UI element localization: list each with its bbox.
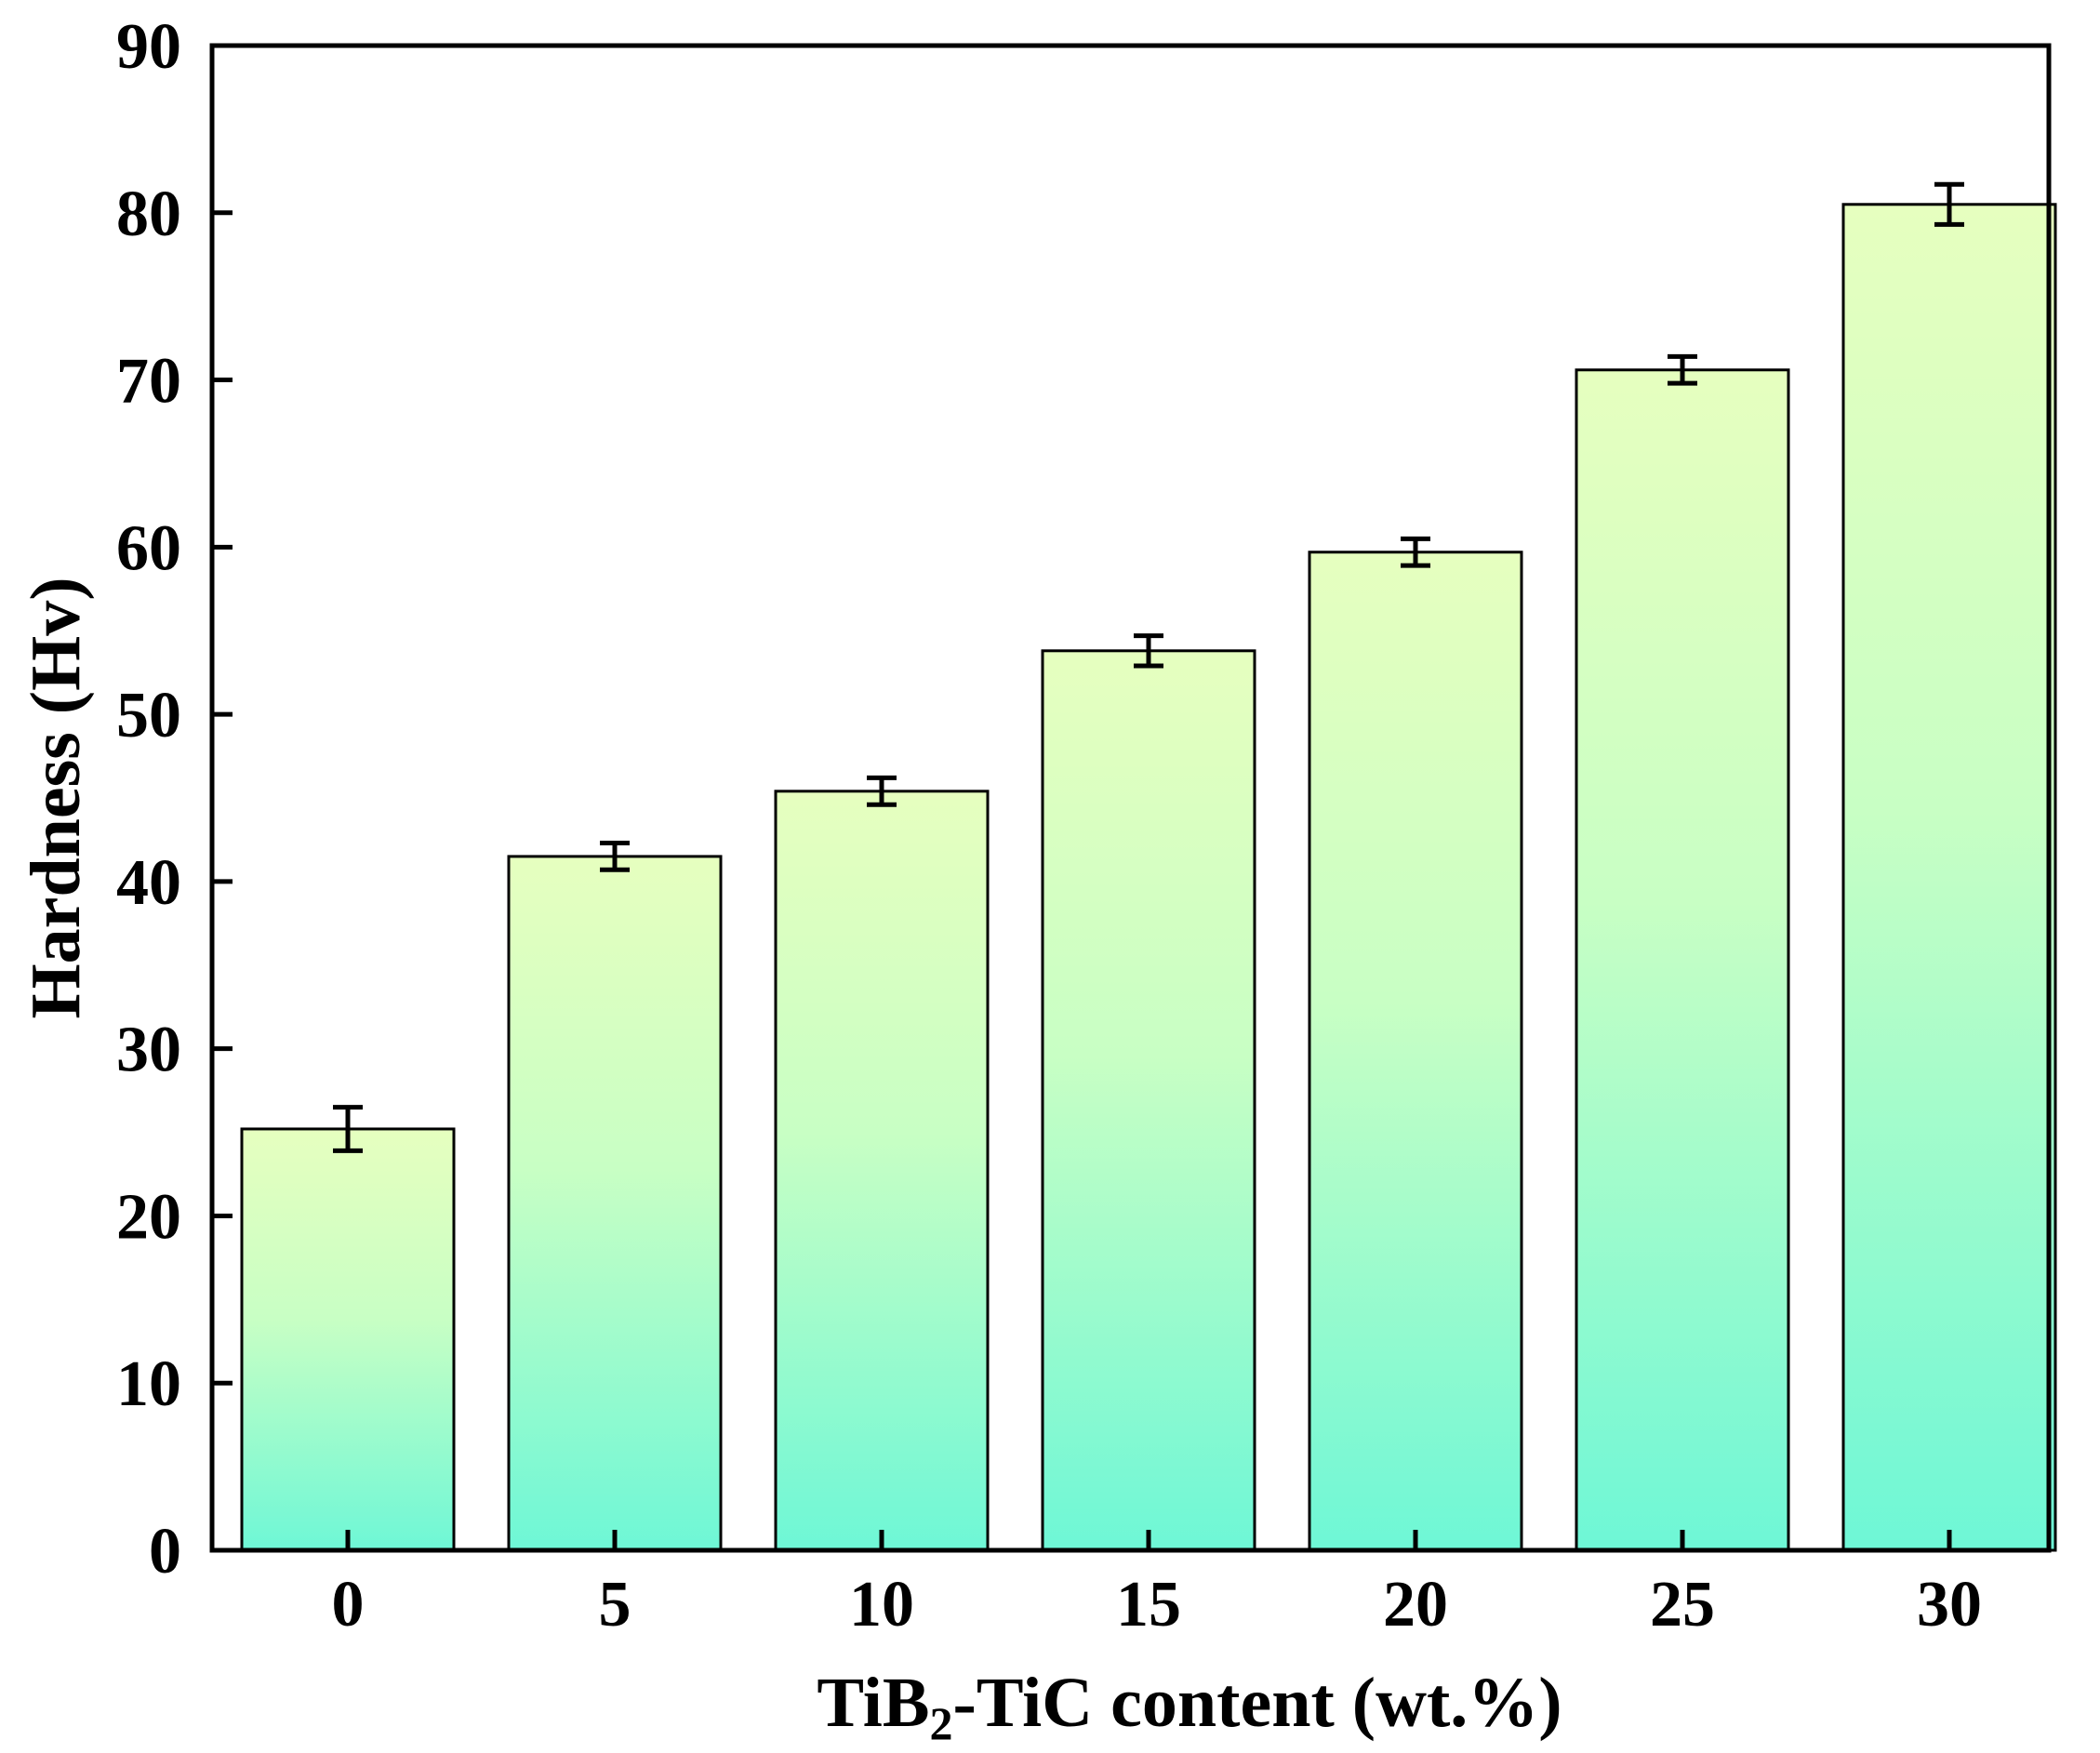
bar-20 xyxy=(1308,551,1523,1552)
bar-15 xyxy=(1041,649,1256,1552)
y-tick-label-10: 10 xyxy=(116,1348,181,1420)
y-tick-label-20: 20 xyxy=(116,1181,181,1253)
bar-0 xyxy=(240,1127,456,1552)
x-tick-label-5: 5 xyxy=(599,1569,631,1640)
plot-frame xyxy=(209,43,2052,1553)
bar-5 xyxy=(507,855,723,1552)
error-bar-30 xyxy=(1934,181,1964,227)
error-bar-5 xyxy=(600,841,630,872)
x-axis-title: TiB2-TiC content (wt.%) xyxy=(817,1664,1562,1749)
bar-10 xyxy=(774,790,990,1552)
y-axis-ticks: 0 10 20 30 40 50 60 70 80 90 xyxy=(116,11,233,1587)
x-axis-title-main: TiB xyxy=(817,1664,929,1742)
bar-30 xyxy=(1841,203,2057,1552)
bar-25 xyxy=(1575,368,1790,1552)
x-axis-ticks: 0 5 10 15 20 25 30 xyxy=(332,1530,1982,1640)
x-tick-label-20: 20 xyxy=(1383,1569,1448,1640)
x-tick-label-15: 15 xyxy=(1116,1569,1181,1640)
y-tick-label-0: 0 xyxy=(149,1516,181,1587)
y-tick-label-40: 40 xyxy=(116,847,181,919)
y-tick-label-70: 70 xyxy=(116,346,181,418)
x-tick-label-10: 10 xyxy=(849,1569,914,1640)
error-bar-0 xyxy=(333,1105,363,1153)
y-tick-label-50: 50 xyxy=(116,680,181,751)
error-bar-20 xyxy=(1401,536,1430,568)
y-axis-title: Hardness (Hv) xyxy=(17,578,95,1019)
error-bars-group xyxy=(333,181,1964,1153)
y-tick-label-60: 60 xyxy=(116,512,181,584)
y-tick-label-90: 90 xyxy=(116,11,181,83)
y-tick-label-80: 80 xyxy=(116,179,181,250)
error-bar-15 xyxy=(1134,633,1163,669)
x-tick-label-0: 0 xyxy=(332,1569,365,1640)
bars-group xyxy=(240,203,2057,1552)
x-axis-title-subscript: 2 xyxy=(930,1697,953,1749)
x-tick-label-25: 25 xyxy=(1650,1569,1715,1640)
x-axis-title-rest: -TiC content (wt.%) xyxy=(953,1664,1562,1742)
x-tick-label-30: 30 xyxy=(1917,1569,1982,1640)
error-bar-25 xyxy=(1668,353,1697,386)
y-tick-label-30: 30 xyxy=(116,1015,181,1086)
error-bar-10 xyxy=(867,775,897,807)
